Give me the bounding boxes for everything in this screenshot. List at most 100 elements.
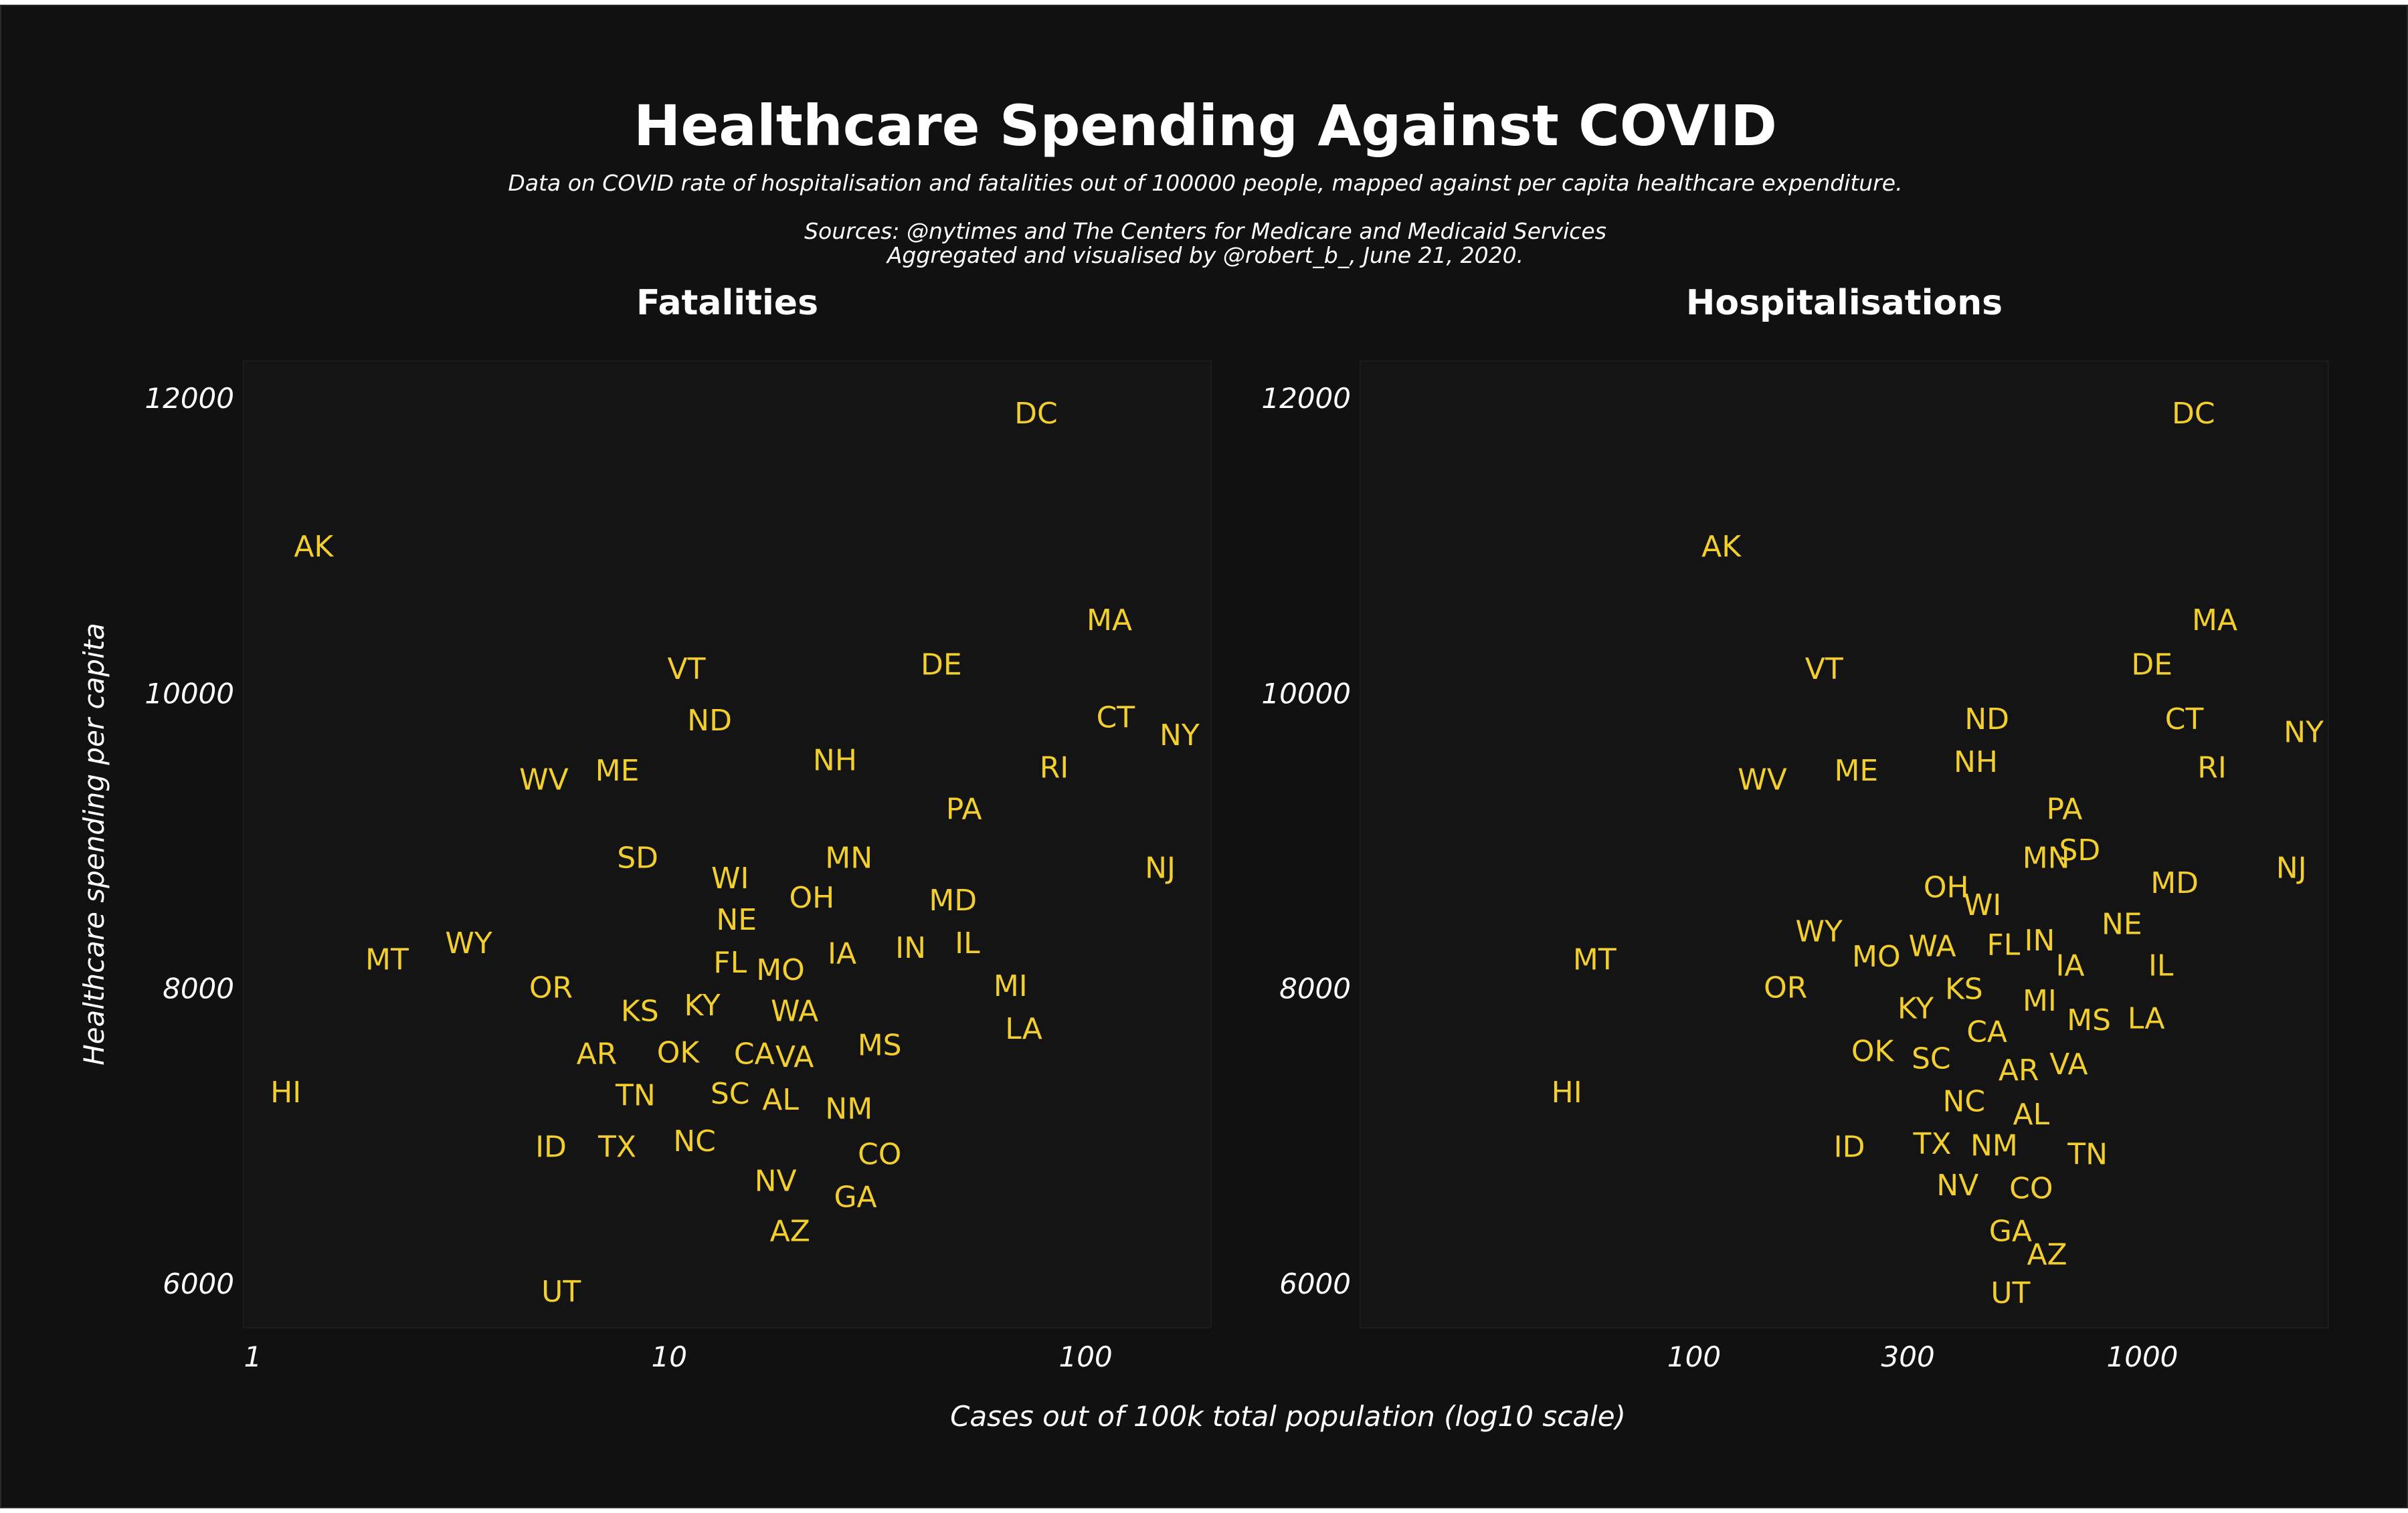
- state-label-nd: ND: [1964, 702, 2009, 736]
- state-label-wy: WY: [1796, 915, 1843, 949]
- y-axis-label: Healthcare spending per capita: [78, 623, 110, 1066]
- state-label-oh: OH: [790, 881, 835, 915]
- state-label-mi: MI: [2023, 984, 2057, 1018]
- state-label-ma: MA: [2192, 603, 2237, 637]
- state-label-hi: HI: [270, 1076, 301, 1110]
- state-label-la: LA: [2128, 1002, 2165, 1036]
- state-label-nc: NC: [1943, 1084, 1986, 1118]
- state-label-nh: NH: [813, 744, 857, 778]
- state-label-md: MD: [2150, 866, 2199, 900]
- state-label-id: ID: [535, 1130, 567, 1165]
- state-label-vt: VT: [668, 652, 706, 686]
- state-label-me: ME: [1834, 754, 1878, 788]
- y-tick-label: 12000: [1261, 382, 1351, 415]
- state-label-co: CO: [858, 1138, 901, 1172]
- state-label-mt: MT: [1573, 942, 1616, 977]
- state-label-ny: NY: [2284, 716, 2324, 750]
- state-label-oh: OH: [1924, 870, 1969, 904]
- state-label-al: AL: [762, 1083, 799, 1117]
- state-label-wv: WV: [1738, 763, 1787, 797]
- state-label-va: VA: [775, 1040, 814, 1074]
- state-label-de: DE: [2131, 647, 2172, 682]
- state-label-wi: WI: [1964, 888, 2001, 922]
- chart-subtitle: Data on COVID rate of hospitalisation an…: [508, 170, 1903, 196]
- plot-area-1: [243, 361, 1212, 1328]
- state-label-me: ME: [595, 754, 640, 788]
- panel-title-1: Fatalities: [636, 283, 818, 323]
- state-label-tn: TN: [2067, 1138, 2108, 1172]
- state-label-wi: WI: [711, 862, 749, 896]
- x-tick-label: 100: [1667, 1340, 1721, 1373]
- state-label-ut: UT: [1990, 1276, 2030, 1310]
- state-label-id: ID: [1834, 1130, 1865, 1165]
- state-label-fl: FL: [1986, 928, 2020, 962]
- state-label-la: LA: [1005, 1012, 1042, 1046]
- state-label-or: OR: [529, 971, 573, 1005]
- state-label-nj: NJ: [2276, 851, 2307, 886]
- state-label-wa: WA: [1908, 930, 1956, 964]
- state-label-ne: NE: [2102, 908, 2142, 942]
- state-label-nv: NV: [1936, 1169, 1978, 1203]
- state-label-or: OR: [1764, 971, 1807, 1005]
- state-label-ok: OK: [1851, 1034, 1895, 1068]
- state-label-az: AZ: [2027, 1238, 2067, 1272]
- state-label-pa: PA: [946, 792, 982, 826]
- state-label-sd: SD: [2059, 833, 2100, 868]
- state-label-in: IN: [2024, 924, 2055, 958]
- state-label-ne: NE: [716, 903, 757, 937]
- x-tick-label: 300: [1881, 1340, 1935, 1373]
- state-label-ut: UT: [541, 1275, 581, 1309]
- plot-area-2: [1360, 361, 2329, 1328]
- state-label-nj: NJ: [1145, 851, 1176, 886]
- state-label-pa: PA: [2047, 792, 2083, 826]
- state-label-ky: KY: [684, 989, 720, 1023]
- y-tick-label: 8000: [163, 973, 234, 1005]
- state-label-ct: CT: [2165, 702, 2204, 736]
- state-label-il: IL: [955, 926, 980, 961]
- state-label-de: DE: [921, 647, 962, 682]
- state-label-nv: NV: [755, 1164, 797, 1198]
- state-label-ri: RI: [2197, 751, 2227, 785]
- state-label-in: IN: [895, 931, 926, 965]
- state-label-ak: AK: [294, 530, 334, 564]
- state-label-al: AL: [2013, 1098, 2050, 1132]
- state-label-co: CO: [2009, 1171, 2053, 1205]
- state-label-mt: MT: [365, 942, 409, 977]
- state-label-mo: MO: [1852, 940, 1901, 974]
- state-label-md: MD: [929, 884, 977, 918]
- state-label-wa: WA: [771, 995, 818, 1029]
- y-tick-label: 12000: [145, 382, 234, 415]
- sources-note: Sources: @nytimes and The Centers for Me…: [804, 218, 1606, 244]
- state-label-ky: KY: [1897, 991, 1934, 1025]
- state-label-ct: CT: [1097, 701, 1135, 735]
- state-label-dc: DC: [2172, 397, 2215, 431]
- state-label-vt: VT: [1805, 652, 1843, 686]
- x-tick-label: 10: [652, 1340, 687, 1373]
- state-label-ia: IA: [828, 937, 856, 971]
- state-label-ia: IA: [2055, 948, 2084, 983]
- state-label-wy: WY: [445, 926, 492, 961]
- x-tick-label: 1000: [2107, 1340, 2179, 1373]
- state-label-tx: TX: [597, 1130, 636, 1165]
- state-label-ny: NY: [1160, 718, 1200, 752]
- state-label-hi: HI: [1552, 1076, 1582, 1110]
- state-label-sd: SD: [617, 841, 658, 875]
- state-label-il: IL: [2148, 948, 2174, 983]
- state-label-ri: RI: [1040, 751, 1069, 785]
- state-label-sc: SC: [1912, 1041, 1951, 1076]
- x-tick-label: 1: [244, 1340, 262, 1373]
- x-axis-label: Cases out of 100k total population (log1…: [950, 1400, 1626, 1433]
- state-label-nc: NC: [673, 1124, 716, 1158]
- x-tick-label: 100: [1059, 1340, 1113, 1373]
- state-label-ok: OK: [657, 1035, 701, 1070]
- state-label-mn: MN: [2023, 841, 2070, 875]
- state-label-mo: MO: [756, 953, 805, 987]
- state-label-ak: AK: [1701, 530, 1742, 564]
- state-label-ar: AR: [577, 1037, 618, 1072]
- state-label-ks: KS: [621, 995, 659, 1029]
- chart-title: Healthcare Spending Against COVID: [634, 93, 1777, 159]
- state-label-ms: MS: [2067, 1003, 2111, 1037]
- state-label-nd: ND: [687, 704, 732, 738]
- state-label-ar: AR: [1999, 1053, 2039, 1088]
